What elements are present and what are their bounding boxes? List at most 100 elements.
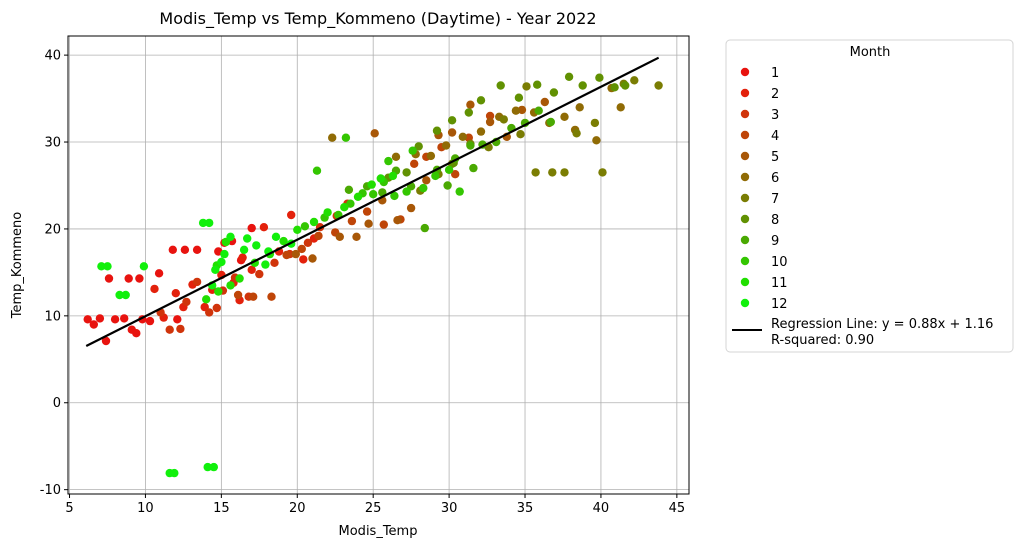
chart-title: Modis_Temp vs Temp_Kommeno (Daytime) - Y… bbox=[159, 9, 596, 29]
data-point bbox=[182, 297, 191, 307]
data-point bbox=[455, 187, 464, 196]
data-point bbox=[168, 245, 177, 254]
data-point bbox=[214, 287, 223, 296]
data-point bbox=[533, 80, 542, 89]
data-point bbox=[378, 188, 387, 197]
y-tick-label: 30 bbox=[44, 136, 61, 151]
data-point bbox=[314, 231, 323, 241]
data-point bbox=[135, 274, 144, 283]
data-point bbox=[546, 117, 555, 127]
legend-marker bbox=[740, 130, 750, 140]
data-point bbox=[211, 265, 220, 274]
legend-label: 2 bbox=[771, 87, 779, 102]
x-tick-label: 25 bbox=[365, 501, 382, 516]
data-point bbox=[198, 218, 208, 228]
y-axis-label: Temp_Kommeno bbox=[10, 212, 25, 320]
y-tick-label: 20 bbox=[44, 222, 61, 237]
data-point bbox=[271, 232, 281, 241]
legend-regression-label: Regression Line: y = 0.88x + 1.16 bbox=[771, 317, 993, 332]
x-axis-label: Modis_Temp bbox=[339, 524, 418, 539]
data-point bbox=[621, 81, 630, 90]
data-point bbox=[328, 133, 337, 142]
y-tick-label: 0 bbox=[53, 396, 61, 411]
x-tick-label: 15 bbox=[213, 501, 230, 516]
series-month-10 bbox=[300, 133, 464, 231]
x-tick-label: 20 bbox=[289, 501, 306, 516]
data-point bbox=[406, 203, 416, 213]
data-point bbox=[531, 168, 540, 177]
data-point bbox=[165, 325, 174, 334]
data-point bbox=[297, 244, 306, 254]
regression-line bbox=[85, 56, 660, 347]
data-point bbox=[154, 269, 164, 278]
data-point bbox=[308, 254, 317, 263]
data-point bbox=[384, 156, 393, 166]
legend-label: 8 bbox=[771, 213, 779, 228]
data-point bbox=[464, 108, 473, 117]
data-point bbox=[212, 303, 221, 313]
data-point bbox=[466, 100, 475, 109]
data-point bbox=[432, 126, 442, 135]
data-point bbox=[261, 260, 270, 269]
legend-title: Month bbox=[850, 45, 891, 60]
data-point bbox=[420, 223, 429, 233]
y-axis-ticks: -10 0 10 20 30 40 bbox=[40, 49, 68, 498]
data-point bbox=[408, 146, 417, 155]
data-point bbox=[282, 250, 291, 260]
legend-label: 3 bbox=[771, 108, 779, 123]
data-point bbox=[340, 203, 349, 212]
data-point bbox=[344, 185, 354, 194]
legend-label: 1 bbox=[771, 66, 779, 81]
data-point bbox=[341, 133, 351, 142]
data-point bbox=[124, 274, 133, 283]
plot-frame bbox=[67, 35, 690, 495]
series-month-2 bbox=[150, 210, 319, 322]
data-point bbox=[299, 255, 308, 264]
data-point bbox=[578, 81, 587, 90]
data-points bbox=[83, 72, 663, 478]
data-point bbox=[654, 81, 663, 90]
data-point bbox=[226, 281, 235, 290]
data-point bbox=[270, 258, 279, 267]
legend-label: 4 bbox=[771, 129, 779, 144]
data-point bbox=[451, 170, 460, 179]
data-point bbox=[312, 166, 322, 175]
data-point bbox=[466, 141, 475, 150]
data-point bbox=[192, 245, 202, 254]
data-point bbox=[176, 324, 185, 334]
data-point bbox=[369, 190, 378, 199]
data-point bbox=[595, 73, 604, 82]
data-point bbox=[458, 132, 467, 141]
data-point bbox=[422, 176, 431, 185]
data-point bbox=[560, 112, 569, 122]
data-point bbox=[347, 216, 357, 226]
data-point bbox=[205, 308, 214, 317]
data-point bbox=[346, 199, 355, 208]
data-point bbox=[323, 208, 332, 217]
data-point bbox=[476, 96, 486, 105]
legend-marker bbox=[740, 151, 750, 161]
x-tick-label: 5 bbox=[65, 501, 73, 516]
data-point bbox=[476, 127, 486, 136]
data-point bbox=[362, 207, 372, 216]
data-point bbox=[205, 218, 214, 228]
data-point bbox=[444, 165, 454, 174]
data-point bbox=[104, 274, 114, 283]
data-point bbox=[303, 238, 313, 247]
data-point bbox=[590, 118, 600, 128]
legend-marker bbox=[740, 298, 750, 308]
data-point bbox=[202, 295, 211, 304]
series-month-12 bbox=[97, 218, 296, 478]
x-tick-label: 35 bbox=[517, 501, 534, 516]
data-point bbox=[592, 136, 601, 145]
data-point bbox=[249, 292, 258, 301]
data-point bbox=[353, 192, 363, 201]
data-point bbox=[419, 183, 428, 193]
data-point bbox=[549, 88, 559, 97]
legend-marker bbox=[740, 109, 750, 119]
data-point bbox=[485, 117, 495, 127]
data-point bbox=[511, 106, 521, 115]
data-point bbox=[469, 163, 478, 173]
data-point bbox=[393, 216, 402, 225]
